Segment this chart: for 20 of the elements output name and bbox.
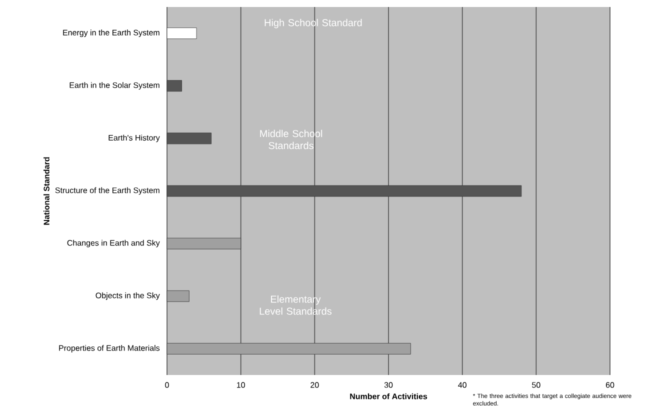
y-tick-label: Energy in the Earth System <box>63 30 160 38</box>
bar <box>166 238 242 250</box>
y-tick-label: Earth in the Solar System <box>70 82 160 90</box>
bar <box>166 28 197 39</box>
x-tick-label: 30 <box>384 382 393 388</box>
x-tick-label: 40 <box>458 382 466 388</box>
bar <box>166 343 411 354</box>
y-tick-label: Changes in Earth and Sky <box>67 240 160 248</box>
bar <box>166 290 190 302</box>
x-tick-label: 50 <box>532 382 540 388</box>
y-tick-label: Structure of the Earth System <box>55 187 160 195</box>
y-tick-label: Properties of Earth Materials <box>59 344 160 352</box>
y-tick-label: Earth's History <box>108 134 160 142</box>
x-tick-label: 0 <box>165 382 169 388</box>
x-tick-label: 20 <box>310 382 319 388</box>
y-axis-title: National Standard <box>44 157 50 225</box>
y-tick-label: Objects in the Sky <box>96 292 160 300</box>
x-tick-label: 10 <box>237 382 245 388</box>
x-tick-label: 60 <box>606 382 614 388</box>
x-axis-title: Number of Activities <box>350 393 428 400</box>
